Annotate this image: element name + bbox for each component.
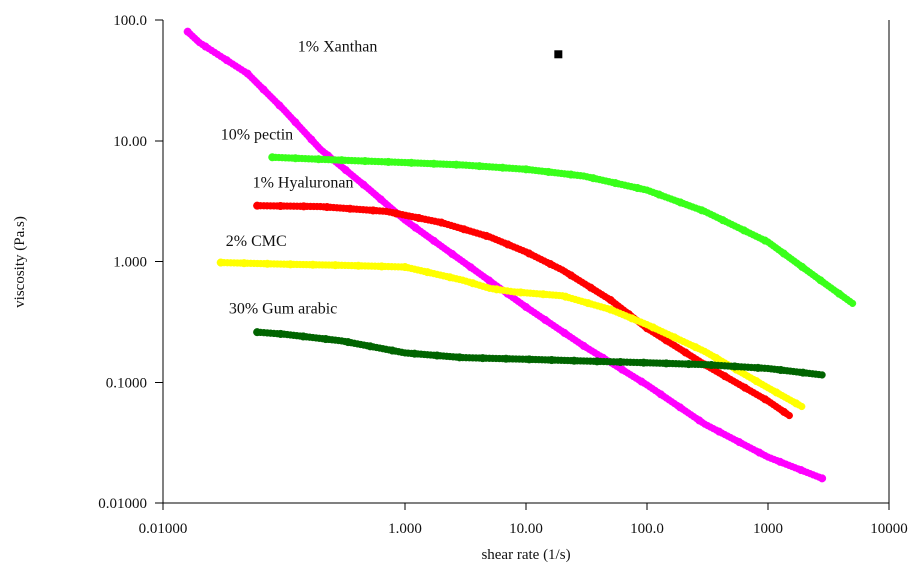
series-label-1-hyaluronan: 1% Hyaluronan xyxy=(253,175,354,192)
series-2-cmc xyxy=(216,258,806,411)
series-label-2-cmc: 2% CMC xyxy=(226,233,287,250)
annotations-layer xyxy=(554,50,563,59)
series-layer xyxy=(183,27,857,483)
y-tick-label: 10.00 xyxy=(113,134,147,150)
x-axis-title: shear rate (1/s) xyxy=(481,547,570,563)
series-1-hyaluronan xyxy=(253,201,793,420)
x-tick-label: 100.0 xyxy=(630,521,664,537)
series-label-1-xanthan: 1% Xanthan xyxy=(298,38,378,55)
square-marker xyxy=(554,50,563,59)
y-tick-label: 100.0 xyxy=(113,13,147,29)
x-tick-label: 0.01000 xyxy=(139,521,188,537)
data-point xyxy=(785,411,793,420)
series-30-gum-arabic xyxy=(253,328,826,379)
y-tick-label: 1.000 xyxy=(113,255,147,271)
series-10-pectin xyxy=(268,153,857,308)
y-tick-label: 0.1000 xyxy=(106,375,147,391)
x-tick-label: 1000 xyxy=(753,521,783,537)
data-point xyxy=(798,402,806,411)
y-tick-label: 0.01000 xyxy=(98,496,147,512)
ticks-layer: 100.0 10.00 1.000 0.1000 0.01000 0.01000 1.000… xyxy=(98,13,908,537)
data-point xyxy=(818,474,827,483)
labels-layer: 1% Xanthan 10% pectin 1% Hyaluronan 2% CMC 3… xyxy=(221,38,378,317)
y-axis-title: viscosity (Pa.s) xyxy=(12,216,28,308)
x-tick-label: 1.000 xyxy=(388,521,422,537)
series-label-10-pectin: 10% pectin xyxy=(221,127,293,144)
x-tick-label: 10.00 xyxy=(509,521,543,537)
series-1-xanthan xyxy=(183,27,827,483)
data-point xyxy=(848,299,857,308)
data-point xyxy=(818,371,826,379)
series-label-30-gum-arabic: 30% Gum arabic xyxy=(229,301,337,318)
x-tick-label: 10000 xyxy=(870,521,908,537)
